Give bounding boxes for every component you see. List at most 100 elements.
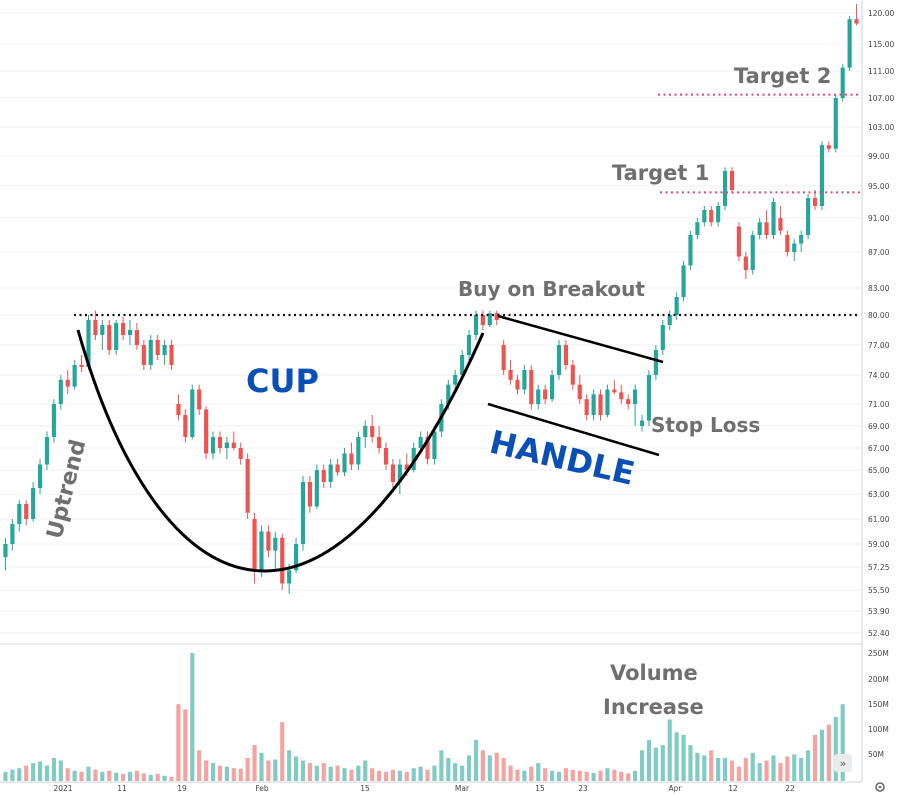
candle-body xyxy=(598,394,603,415)
candle-body xyxy=(86,320,91,367)
candle-body xyxy=(702,210,707,223)
volume-bar xyxy=(390,769,396,781)
candle-body xyxy=(24,504,29,519)
candle-body xyxy=(626,399,631,404)
volume-bar xyxy=(287,750,292,781)
candle-body xyxy=(854,19,859,24)
volume-bar xyxy=(453,763,458,781)
volume-bar xyxy=(72,770,77,781)
volume-bar xyxy=(806,750,811,781)
candle-body xyxy=(335,464,340,473)
volume-tick-label: 200M xyxy=(868,675,889,684)
volume-axis: 250M 200M 150M 100M 50M xyxy=(868,649,889,759)
volume-bar xyxy=(349,769,354,781)
volume-bar xyxy=(252,745,257,781)
volume-bar xyxy=(633,770,638,781)
candle-body xyxy=(321,470,326,482)
candle-body xyxy=(660,325,665,350)
volume-bar xyxy=(536,763,541,781)
candle-body xyxy=(750,235,755,270)
date-axis-panel xyxy=(0,782,897,794)
candle-body xyxy=(266,531,271,551)
volume-bar xyxy=(273,759,278,781)
volume-tick-label: 50M xyxy=(868,750,884,759)
volume-bar xyxy=(792,754,797,781)
volume-bar xyxy=(799,757,804,781)
candle-body xyxy=(383,448,389,465)
volume-bar xyxy=(785,756,790,781)
volume-bar xyxy=(764,760,769,781)
volume-bar xyxy=(473,740,479,781)
candle-body xyxy=(17,504,22,524)
volume-bar xyxy=(79,771,84,781)
volume-bar xyxy=(702,755,707,781)
candle-body xyxy=(466,335,472,355)
candle-body xyxy=(210,437,216,454)
volume-bar xyxy=(377,770,382,781)
candle-body xyxy=(550,375,555,400)
date-tick-label: 15 xyxy=(535,784,545,793)
volume-bar xyxy=(231,768,236,781)
volume-bar xyxy=(826,724,831,781)
candle-body xyxy=(259,531,264,571)
candle-body xyxy=(771,202,776,235)
candle-body xyxy=(121,323,126,335)
candle-body xyxy=(757,222,762,235)
candle-body xyxy=(722,171,728,206)
candle-body xyxy=(480,315,485,325)
candles xyxy=(3,4,859,594)
volume-bars xyxy=(3,653,845,781)
candle-body xyxy=(840,67,845,98)
date-tick-label: 2021 xyxy=(53,784,72,793)
volume-bar xyxy=(342,768,347,781)
gear-icon xyxy=(875,782,885,792)
volume-bar xyxy=(51,757,56,781)
price-axis: 120.00 115.00 111.00 107.00 103.00 99.00 95.00… xyxy=(868,9,894,638)
volume-bar xyxy=(778,763,783,781)
candle-body xyxy=(100,325,105,335)
price-tick-label: 69.00 xyxy=(868,422,890,431)
volume-bar xyxy=(819,729,825,781)
volume-bar xyxy=(3,771,8,781)
volume-label: Volume xyxy=(610,661,698,685)
candle-body xyxy=(342,453,347,473)
candle-body xyxy=(667,315,672,325)
volume-bar xyxy=(183,709,188,781)
volume-bar xyxy=(370,768,375,781)
volume-bar xyxy=(487,755,492,781)
candle-body xyxy=(612,389,617,393)
volume-bar xyxy=(598,770,603,781)
candle-body xyxy=(785,235,790,252)
volume-bar xyxy=(771,755,776,781)
volume-bar xyxy=(121,773,126,781)
candle-body xyxy=(10,524,15,544)
candle-body xyxy=(633,389,638,404)
volume-bar xyxy=(722,757,728,781)
candle-body xyxy=(584,399,589,415)
volume-bar xyxy=(10,769,15,781)
scroll-to-latest-button[interactable]: » xyxy=(834,754,852,772)
settings-gear-button[interactable] xyxy=(875,782,885,792)
volume-bar xyxy=(577,770,582,781)
volume-bar xyxy=(141,773,146,781)
date-axis: 2021 11 19 Feb 15 Mar 15 23 Apr 12 22 xyxy=(53,784,795,793)
price-tick-label: 99.00 xyxy=(868,152,890,161)
target2-label: Target 2 xyxy=(734,64,831,88)
volume-bar xyxy=(86,766,91,781)
candle-body xyxy=(508,370,513,380)
candle-body xyxy=(183,415,188,437)
volume-tick-label: 100M xyxy=(868,725,889,734)
candle-body xyxy=(453,375,458,385)
candle-body xyxy=(141,345,146,365)
candle-body xyxy=(570,365,575,385)
volume-bar xyxy=(743,757,748,781)
price-tick-label: 95.00 xyxy=(868,182,890,191)
volume-bar xyxy=(404,771,409,781)
candle-body xyxy=(425,437,430,459)
price-tick-label: 111.00 xyxy=(868,67,894,76)
price-tick-label: 74.00 xyxy=(868,371,890,380)
volume-bar xyxy=(812,734,818,781)
candle-body xyxy=(501,345,506,370)
volume-bar xyxy=(660,745,665,781)
